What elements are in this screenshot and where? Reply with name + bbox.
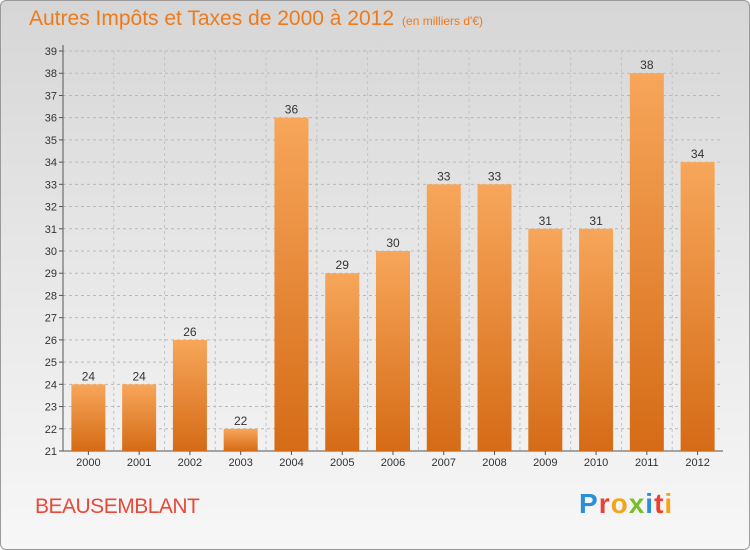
y-tick-label: 39 xyxy=(45,46,57,58)
bar-value-label: 31 xyxy=(539,214,553,228)
bar xyxy=(376,251,410,451)
bar-value-label: 31 xyxy=(589,214,603,228)
bar-value-label: 30 xyxy=(386,236,400,250)
bar-value-label: 24 xyxy=(132,369,146,383)
y-tick-label: 25 xyxy=(45,357,57,369)
y-tick-label: 24 xyxy=(45,379,57,391)
x-tick-label: 2004 xyxy=(279,457,303,469)
bar xyxy=(122,384,157,451)
y-tick-label: 30 xyxy=(45,246,57,258)
bar xyxy=(528,228,563,451)
y-tick-label: 36 xyxy=(45,113,57,125)
bar-value-label: 29 xyxy=(336,258,350,272)
y-tick-label: 33 xyxy=(45,179,57,191)
x-tick-label: 2012 xyxy=(685,457,709,469)
axes: 21 22 23 24 25 26 27 28 29 30 31 32 33 34 35 36 37 38 39 xyxy=(45,45,723,458)
y-tick-label: 34 xyxy=(45,157,57,169)
x-tick-label: 2005 xyxy=(330,457,354,469)
bar xyxy=(579,228,614,451)
y-tick-label: 38 xyxy=(45,68,57,80)
bar xyxy=(680,162,715,451)
chart-title-text: Autres Impôts et Taxes de 2000 à 2012 xyxy=(29,7,395,30)
x-tick-label: 2008 xyxy=(482,457,506,469)
proxiti-logo: Proxiti xyxy=(579,488,674,519)
y-tick-label: 26 xyxy=(45,335,57,347)
bar-value-label: 24 xyxy=(82,369,96,383)
y-tick-label: 23 xyxy=(45,402,57,414)
x-tick-label: 2006 xyxy=(381,457,405,469)
commune-name: BEAUSEMBLANT xyxy=(35,495,200,518)
y-tick-label: 37 xyxy=(45,90,57,102)
bar xyxy=(172,339,207,451)
x-tick-label: 2007 xyxy=(432,457,456,469)
bar xyxy=(629,73,664,451)
chart-title: Autres Impôts et Taxes de 2000 à 2012 (en… xyxy=(29,7,483,31)
y-tick-label: 32 xyxy=(45,202,57,214)
x-tick-label: 2003 xyxy=(228,457,252,469)
y-tick-label: 29 xyxy=(45,268,57,280)
bar xyxy=(274,117,309,452)
y-tick-label: 31 xyxy=(45,224,57,236)
bar-value-label: 26 xyxy=(183,325,197,339)
bar-value-label: 33 xyxy=(488,169,502,183)
bar xyxy=(477,184,512,452)
chart-subtitle: (en milliers d'€) xyxy=(402,14,484,28)
bar-value-label: 33 xyxy=(437,169,451,183)
x-tick-label: 2002 xyxy=(178,457,202,469)
bar-value-label: 36 xyxy=(285,103,299,117)
bars xyxy=(71,73,715,452)
x-tick-label: 2000 xyxy=(76,457,100,469)
labels: 24 2000 24 2001 26 2002 22 2003 36 2004 29 2005 30 20… xyxy=(76,58,710,469)
y-tick-label: 35 xyxy=(45,135,57,147)
x-tick-label: 2010 xyxy=(584,457,608,469)
bar-value-label: 38 xyxy=(640,58,654,72)
bar xyxy=(426,184,461,452)
x-tick-label: 2011 xyxy=(635,457,659,469)
y-tick-label: 28 xyxy=(45,290,57,302)
x-tick-label: 2009 xyxy=(533,457,557,469)
bar xyxy=(71,384,106,451)
bar-value-label: 22 xyxy=(234,414,248,428)
y-tick-label: 21 xyxy=(45,446,57,458)
y-tick-label: 22 xyxy=(45,424,57,436)
bar xyxy=(223,428,258,451)
x-tick-label: 2001 xyxy=(127,457,151,469)
bar xyxy=(325,273,360,451)
bar-value-label: 34 xyxy=(691,147,705,161)
y-tick-label: 27 xyxy=(45,313,57,325)
